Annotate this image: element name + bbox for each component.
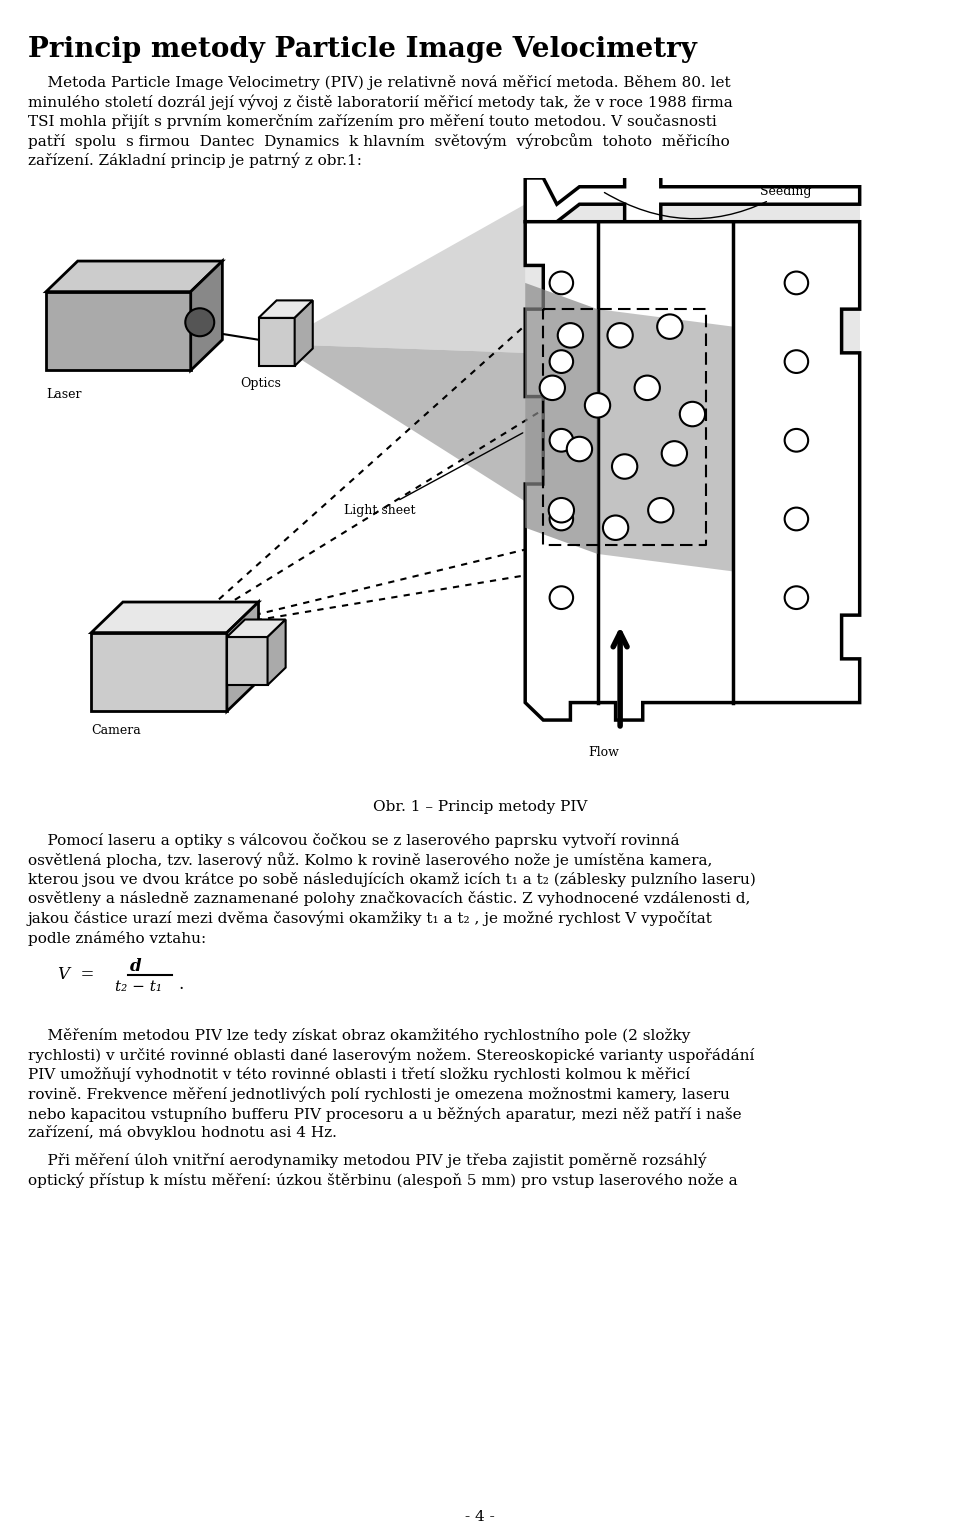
Polygon shape — [91, 633, 227, 711]
Circle shape — [549, 498, 574, 523]
Text: nebo kapacitou vstupního bufferu PIV procesoru a u běžných aparatur, mezi něž pa: nebo kapacitou vstupního bufferu PIV pro… — [28, 1105, 742, 1121]
Text: Laser: Laser — [46, 388, 82, 401]
Polygon shape — [191, 261, 223, 370]
Polygon shape — [276, 344, 525, 502]
Text: optický přístup k místu měření: úzkou štěrbinu (alespoň 5 mm) pro vstup laserové: optický přístup k místu měření: úzkou št… — [28, 1173, 737, 1188]
Polygon shape — [276, 205, 525, 353]
Text: zařízení, má obvyklou hodnotu asi 4 Hz.: zařízení, má obvyklou hodnotu asi 4 Hz. — [28, 1125, 337, 1141]
Circle shape — [661, 442, 687, 466]
Text: Metoda Particle Image Velocimetry (PIV) je relativně nová měřicí metoda. Během 8: Metoda Particle Image Velocimetry (PIV) … — [28, 75, 731, 90]
Circle shape — [612, 454, 637, 479]
Circle shape — [550, 508, 573, 531]
Polygon shape — [525, 161, 860, 222]
Circle shape — [540, 376, 565, 401]
Polygon shape — [597, 309, 733, 572]
Text: osvětleny a následně zaznamenané polohy značkovacích částic. Z vyhodnocené vzdál: osvětleny a následně zaznamenané polohy … — [28, 891, 751, 907]
Circle shape — [566, 437, 592, 462]
Polygon shape — [227, 619, 286, 638]
Text: rychlosti) v určité rovinné oblasti dané laserovým nožem. Stereoskopické variant: rychlosti) v určité rovinné oblasti dané… — [28, 1047, 755, 1063]
Text: kterou jsou ve dvou krátce po sobě následujících okamž icích t₁ a t₂ (záblesky p: kterou jsou ve dvou krátce po sobě násle… — [28, 872, 756, 887]
Circle shape — [558, 323, 583, 347]
Text: PIV umožňují vyhodnotit v této rovinné oblasti i třetí složku rychlosti kolmou k: PIV umožňují vyhodnotit v této rovinné o… — [28, 1067, 690, 1083]
Text: minulého století dozrál její vývoj z čistě laboratorií měřicí metody tak, že v r: minulého století dozrál její vývoj z čis… — [28, 95, 732, 110]
Circle shape — [585, 393, 611, 417]
Polygon shape — [258, 318, 295, 365]
Text: Pomocí laseru a optiky s válcovou čočkou se z laserového paprsku vytvoří rovinná: Pomocí laseru a optiky s válcovou čočkou… — [28, 833, 680, 849]
Text: Flow: Flow — [588, 746, 619, 760]
Polygon shape — [91, 602, 258, 633]
Circle shape — [784, 272, 808, 294]
Text: - 4 -: - 4 - — [466, 1511, 494, 1524]
Circle shape — [185, 309, 214, 336]
Polygon shape — [258, 300, 313, 318]
Text: Seeding: Seeding — [605, 185, 812, 219]
Text: Obr. 1 – Princip metody PIV: Obr. 1 – Princip metody PIV — [372, 800, 588, 813]
Circle shape — [784, 350, 808, 373]
Text: podle známého vztahu:: podle známého vztahu: — [28, 931, 206, 945]
Text: TSI mohla přijít s prvním komerčním zařízením pro měření touto metodou. V součas: TSI mohla přijít s prvním komerčním zaří… — [28, 115, 717, 128]
Text: Měřením metodou PIV lze tedy získat obraz okamžitého rychlostního pole (2 složky: Měřením metodou PIV lze tedy získat obra… — [28, 1027, 690, 1043]
Polygon shape — [227, 602, 258, 711]
Circle shape — [648, 498, 674, 523]
Text: Light sheet: Light sheet — [345, 433, 523, 517]
Circle shape — [784, 586, 808, 609]
Circle shape — [550, 430, 573, 451]
Text: t₂ − t₁: t₂ − t₁ — [115, 980, 162, 994]
Text: osvětlená plocha, tzv. laserový nůž. Kolmo k rovině laserového nože je umístěna : osvětlená plocha, tzv. laserový nůž. Kol… — [28, 853, 712, 868]
Text: Optics: Optics — [240, 378, 281, 390]
Circle shape — [784, 430, 808, 451]
Text: Camera: Camera — [91, 725, 141, 737]
Circle shape — [550, 272, 573, 294]
Text: rovině. Frekvence měření jednotlivých polí rychlosti je omezena možnostmi kamery: rovině. Frekvence měření jednotlivých po… — [28, 1087, 730, 1102]
Polygon shape — [227, 638, 268, 685]
Circle shape — [550, 350, 573, 373]
Polygon shape — [46, 292, 191, 370]
Text: Princip metody Particle Image Velocimetry: Princip metody Particle Image Velocimetr… — [28, 37, 697, 63]
Text: Při měření úloh vnitřní aerodynamiky metodou PIV je třeba zajistit poměrně rozsá: Při měření úloh vnitřní aerodynamiky met… — [28, 1153, 707, 1168]
Polygon shape — [268, 619, 286, 685]
Polygon shape — [525, 222, 860, 720]
Text: V  =: V = — [58, 966, 94, 983]
Polygon shape — [525, 283, 597, 553]
Text: zařízení. Základní princip je patrný z obr.1:: zařízení. Základní princip je patrný z o… — [28, 153, 362, 168]
Text: .: . — [178, 976, 183, 992]
Text: patří  spolu  s firmou  Dantec  Dynamics  k hlavním  světovým  výrobcům  tohoto : patří spolu s firmou Dantec Dynamics k h… — [28, 133, 730, 150]
Circle shape — [680, 402, 705, 427]
Polygon shape — [295, 300, 313, 365]
Circle shape — [603, 515, 628, 540]
Circle shape — [635, 376, 660, 401]
Polygon shape — [525, 353, 860, 502]
Circle shape — [658, 315, 683, 339]
Circle shape — [550, 586, 573, 609]
Text: jakou částice urazí mezi dvěma časovými okamžiky t₁ a t₂ , je možné rychlost V v: jakou částice urazí mezi dvěma časovými … — [28, 911, 713, 927]
Circle shape — [784, 508, 808, 531]
Polygon shape — [525, 205, 860, 353]
Polygon shape — [46, 261, 223, 292]
Text: d: d — [130, 959, 142, 976]
Circle shape — [608, 323, 633, 347]
